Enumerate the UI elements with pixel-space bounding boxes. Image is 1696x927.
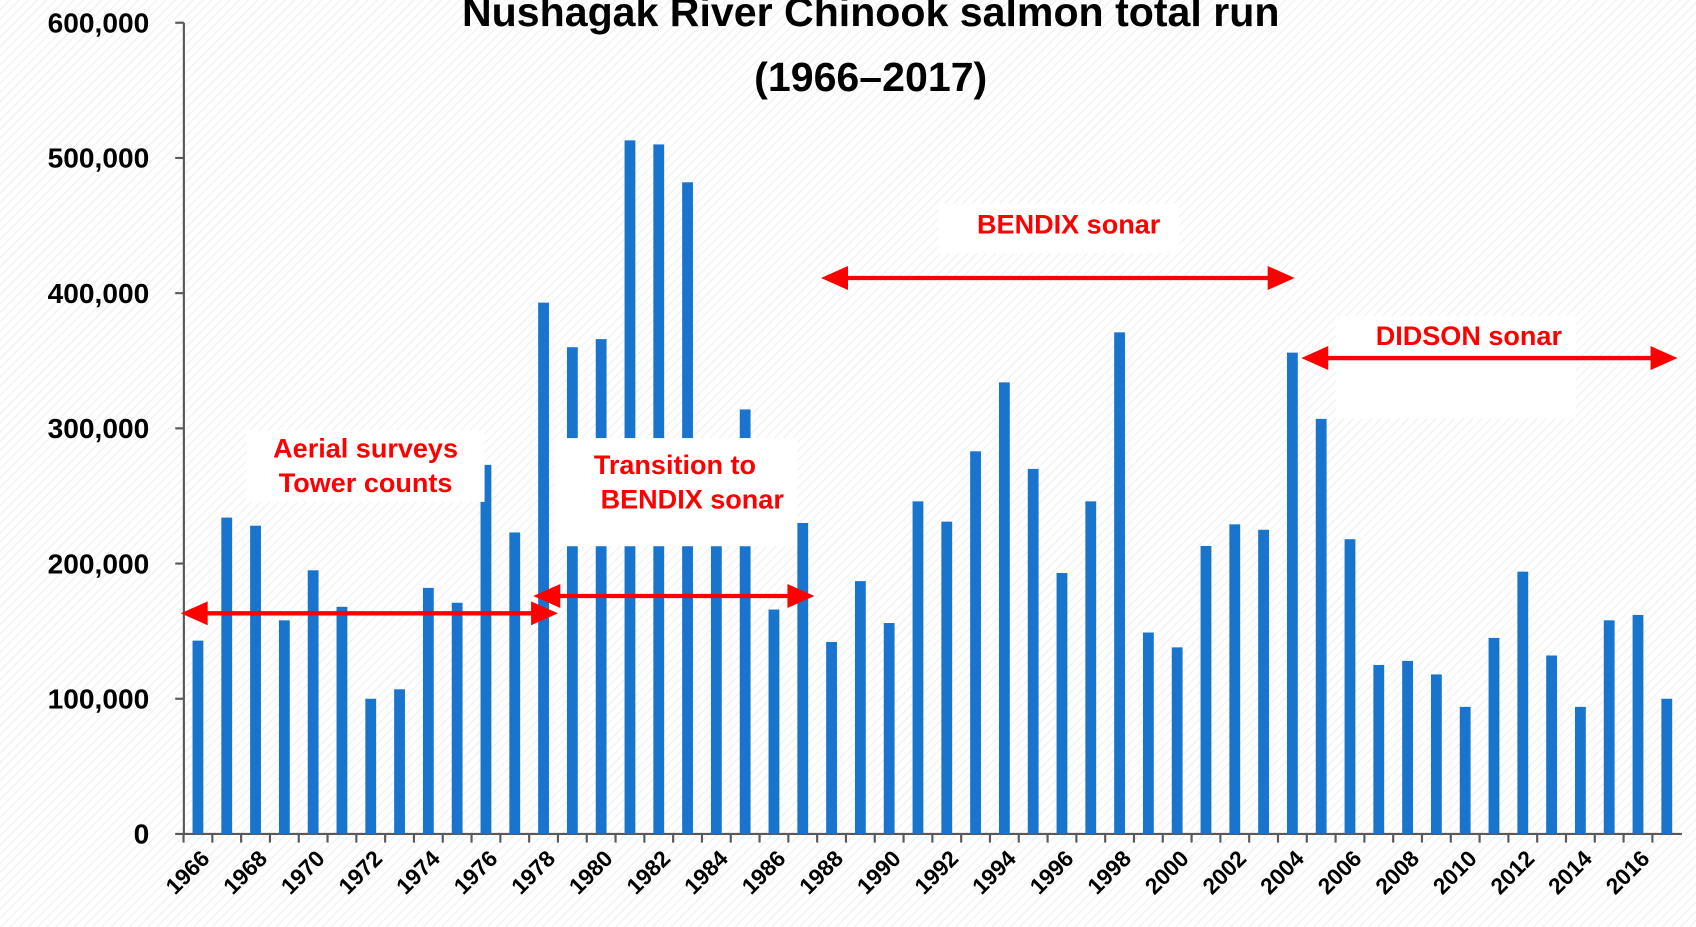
arrows	[180, 266, 1678, 626]
bar	[221, 517, 233, 834]
annotation-box	[1335, 315, 1576, 419]
arrowhead	[531, 601, 559, 626]
bar	[739, 409, 751, 834]
bar	[480, 464, 492, 834]
arrowhead	[1650, 346, 1678, 371]
bar	[1603, 620, 1615, 834]
arrowhead	[180, 601, 208, 626]
bar	[1344, 539, 1356, 834]
bar	[566, 347, 578, 834]
y-tick-label: 0	[134, 819, 150, 850]
chart-title: Nushagak River Chinook salmon total run	[462, 0, 1279, 35]
annotation-box	[553, 438, 798, 547]
bar	[970, 451, 981, 834]
bar	[307, 570, 319, 834]
bar	[1200, 545, 1212, 834]
arrowhead	[821, 266, 849, 290]
annotation-box	[246, 430, 485, 502]
annotation: Aerial surveys	[273, 434, 458, 464]
bar	[1430, 674, 1442, 834]
bar	[336, 606, 348, 834]
bar	[1085, 501, 1097, 834]
bar	[1459, 706, 1471, 834]
bar	[854, 581, 866, 834]
bar	[768, 609, 780, 834]
arrowhead	[1301, 346, 1329, 371]
annotations: Aerial surveys Tower counts Transition to B…	[180, 203, 1678, 626]
bar	[1142, 632, 1154, 834]
annotation-box	[938, 203, 1179, 254]
bar	[595, 339, 607, 834]
chart-title: (1966–2017)	[754, 54, 987, 100]
bar	[826, 641, 837, 834]
bar	[1517, 571, 1529, 834]
bar	[1027, 468, 1039, 834]
annotation: Tower counts	[279, 468, 453, 498]
bar	[1056, 573, 1068, 834]
bar	[797, 522, 809, 834]
bar	[883, 623, 895, 834]
y-tick-label: 400,000	[48, 278, 150, 309]
bar	[250, 525, 261, 834]
bar	[1286, 352, 1298, 834]
bar	[1258, 529, 1269, 834]
bar	[1114, 332, 1125, 834]
bar	[998, 382, 1010, 834]
bar	[365, 698, 377, 834]
annotation: DIDSON sonar	[1376, 321, 1563, 351]
bar	[1661, 698, 1673, 834]
bar	[1632, 614, 1644, 834]
bar	[1546, 655, 1557, 834]
bar	[1373, 664, 1385, 834]
bar	[912, 501, 924, 834]
bar	[192, 640, 204, 834]
bar	[710, 482, 722, 834]
y-tick-label: 300,000	[48, 413, 150, 444]
bar	[394, 689, 405, 834]
y-tick-label: 200,000	[48, 548, 150, 579]
bar	[1402, 660, 1413, 834]
bar	[1171, 647, 1183, 834]
bar	[422, 587, 434, 834]
bar	[1229, 524, 1241, 834]
bar	[941, 521, 953, 834]
y-tick-label: 100,000	[48, 683, 150, 714]
annotation: BENDIX sonar	[977, 210, 1161, 240]
bar	[538, 302, 549, 834]
bar	[1488, 637, 1500, 834]
bar	[1315, 418, 1327, 834]
arrowhead	[533, 584, 561, 608]
bar	[451, 602, 463, 834]
y-tick-label: 600,000	[48, 7, 150, 38]
y-tick-label: 500,000	[48, 143, 150, 174]
arrowhead	[787, 584, 815, 608]
annotation: Transition to	[594, 450, 756, 480]
bar	[509, 532, 521, 834]
bar	[1574, 706, 1586, 834]
bar	[278, 620, 290, 834]
annotation: BENDIX sonar	[601, 484, 785, 514]
arrowhead	[1267, 266, 1295, 290]
